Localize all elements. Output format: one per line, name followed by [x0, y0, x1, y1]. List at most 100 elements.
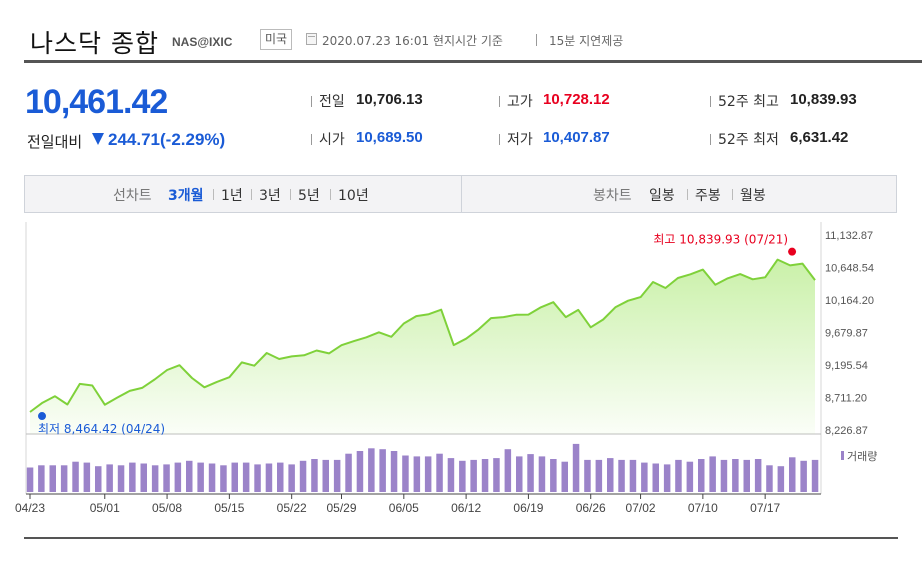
x-tick-label: 05/22 [277, 501, 307, 515]
x-tick-label: 05/01 [90, 501, 120, 515]
top-rule [24, 60, 922, 63]
tab-separator [213, 189, 214, 200]
volume-bar [83, 462, 91, 492]
volume-bar [231, 462, 238, 492]
tab-separator [290, 189, 291, 200]
volume-bar [698, 459, 705, 492]
volume-bar [140, 463, 147, 492]
volume-bar [197, 462, 204, 492]
volume-bar [470, 459, 477, 492]
volume-bar [561, 461, 568, 492]
volume-bar [163, 464, 170, 492]
volume-bar [413, 456, 421, 492]
volume-bar [390, 451, 398, 492]
volume-bar [572, 443, 580, 492]
delay-notice: 15분 지연제공 [549, 34, 624, 48]
volume-bar [493, 458, 500, 492]
volume-bar [436, 453, 443, 492]
volume-bar [720, 459, 728, 492]
x-tick-label: 07/10 [688, 501, 718, 515]
volume-bar [402, 455, 409, 492]
volume-bar [424, 456, 432, 492]
y-tick-label: 9,195.54 [825, 360, 868, 372]
volume-bar [732, 459, 739, 492]
volume-bar [72, 461, 79, 492]
x-tick-label: 04/23 [15, 501, 45, 515]
x-tick-label: 05/08 [152, 501, 182, 515]
tab-candle-weekly[interactable]: 주봉 [695, 188, 721, 204]
volume-bar [265, 463, 273, 492]
volume-bar [129, 462, 136, 492]
volume-bar [322, 459, 329, 492]
x-tick-label: 05/29 [326, 501, 356, 515]
volume-bar [333, 459, 341, 492]
volume-bar [481, 459, 489, 492]
volume-bar [789, 457, 796, 492]
volume-legend-label: 거래량 [847, 450, 877, 463]
price-area [30, 259, 815, 434]
volume-legend-swatch [841, 451, 844, 460]
tab-candle-monthly[interactable]: 월봉 [740, 188, 766, 204]
volume-bar [220, 465, 227, 492]
volume-bar [595, 459, 603, 492]
low-label: 최저 8,464.42 (04/24) [38, 422, 165, 436]
tab-period-5y[interactable]: 5년 [298, 188, 320, 204]
tab-period-3m[interactable]: 3개월 [168, 188, 204, 204]
tab-separator [330, 189, 331, 200]
calendar-icon [306, 33, 317, 45]
volume-bar [242, 462, 250, 492]
volume-bar [311, 459, 318, 492]
bottom-rule [24, 537, 898, 539]
chart-tabs: 선차트 3개월 1년 3년 5년 10년 봉차트 일봉 주봉 월봉 [24, 175, 897, 213]
stat-divider [311, 134, 312, 145]
stat-value: 10,407.87 [543, 129, 610, 146]
stat-value: 10,706.13 [356, 91, 423, 108]
high-marker [788, 247, 797, 256]
volume-bar [754, 459, 762, 492]
volume-bar [95, 466, 102, 492]
volume-bar [800, 460, 807, 492]
stat-value: 10,839.93 [790, 91, 857, 108]
y-tick-label: 9,679.87 [825, 328, 868, 340]
tab-period-10y[interactable]: 10년 [338, 188, 369, 204]
volume-bar [709, 456, 716, 492]
volume-bar [652, 463, 659, 492]
y-tick-label: 10,164.20 [825, 295, 874, 307]
x-tick-label: 07/02 [626, 501, 656, 515]
tab-candle-daily[interactable]: 일봉 [649, 188, 675, 204]
change-value: 244.71(-2.29%) [108, 130, 226, 149]
line-chart-label: 선차트 [113, 188, 152, 204]
header: 나스닥 종합 NAS@IXIC 미국 2020.07.23 16:01 현지시간… [24, 18, 922, 58]
volume-bar [345, 453, 352, 492]
candle-chart-label: 봉차트 [593, 188, 632, 204]
stat-label: 52주 최고 [718, 94, 779, 110]
volume-bar [527, 454, 534, 492]
stat-label: 고가 [507, 94, 533, 110]
volume-bar [151, 465, 159, 492]
tabs-divider [461, 176, 462, 212]
volume-bar [60, 465, 68, 492]
volume-bar [538, 456, 546, 492]
volume-bar [26, 467, 34, 492]
volume-bar [811, 459, 819, 492]
stat-value: 10,689.50 [356, 129, 423, 146]
volume-bar [607, 458, 614, 492]
volume-bar [743, 459, 750, 492]
volume-bar [618, 459, 625, 492]
current-price: 10,461.42 [25, 83, 168, 121]
index-code: NAS@IXIC [172, 35, 233, 49]
tab-period-3y[interactable]: 3년 [259, 188, 281, 204]
volume-bar [379, 449, 386, 492]
x-tick-label: 07/17 [750, 501, 780, 515]
volume-bar [208, 463, 216, 492]
volume-bar [117, 465, 125, 492]
price-chart: 11,132.87 10,648.54 10,164.20 9,679.87 9,195… [15, 222, 877, 515]
volume-bar [368, 448, 375, 492]
tab-separator [732, 189, 733, 200]
y-tick-label: 11,132.87 [825, 230, 873, 242]
high-label: 최고 10,839.93 (07/21) [653, 233, 788, 247]
tab-period-1y[interactable]: 1년 [221, 188, 243, 204]
stat-label: 전일 [319, 94, 345, 110]
price-line [29, 258, 816, 413]
x-tick-label: 06/26 [576, 501, 606, 515]
